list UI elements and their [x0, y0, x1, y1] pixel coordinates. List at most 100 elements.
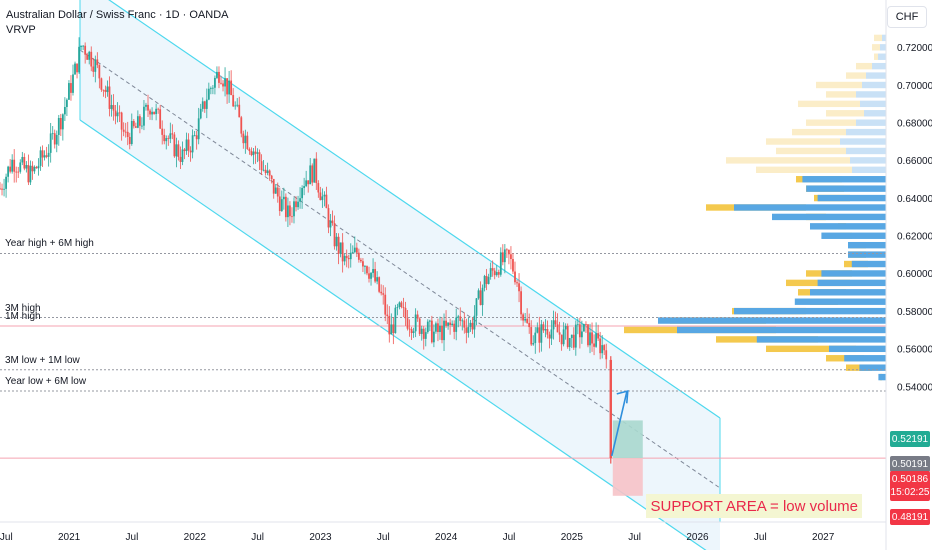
candle-body	[341, 242, 344, 262]
candle-body	[258, 152, 261, 162]
candle-body	[351, 252, 354, 253]
candle-body	[483, 275, 486, 288]
candle-body	[199, 108, 202, 119]
vp-bar-buy	[817, 194, 886, 202]
candle-body	[321, 196, 324, 201]
candle-body	[297, 201, 299, 208]
candle-body	[426, 321, 429, 333]
projection-arrow	[610, 391, 628, 457]
candle-body	[548, 334, 551, 339]
candle-body	[591, 332, 593, 344]
candle-body	[214, 77, 216, 88]
candle-body	[534, 332, 537, 344]
candle-body	[33, 166, 36, 172]
candle-body	[542, 324, 545, 331]
channel-fill	[80, 0, 720, 550]
y-tick-label: 0.54000	[897, 382, 932, 393]
vp-bar-sell	[816, 81, 862, 89]
projection-arrowhead	[616, 389, 629, 404]
candle-body	[439, 325, 441, 333]
level-label: 3M high	[5, 302, 41, 314]
candle-body	[88, 51, 91, 60]
candle-body	[246, 135, 249, 150]
candle-body	[465, 327, 468, 333]
price-tag-red-bottom: 0.48191	[890, 509, 930, 525]
current-price: 0.50186	[891, 474, 929, 485]
candle-body	[232, 95, 235, 107]
candle-body	[98, 65, 101, 79]
candle-body	[31, 165, 34, 172]
level-label: Year high + 6M high	[5, 238, 94, 250]
candle-body	[230, 80, 233, 96]
candle-body	[522, 314, 525, 321]
level-label: Year low + 6M low	[5, 376, 87, 388]
candle-body	[21, 156, 24, 163]
candle-body	[428, 320, 431, 322]
x-tick-label: 2025	[561, 532, 584, 543]
candle-body	[609, 359, 612, 459]
vp-bar-buy	[852, 166, 886, 174]
candle-body	[301, 187, 304, 199]
x-tick-label: Jul	[251, 532, 264, 543]
vp-bar-buy	[862, 81, 886, 89]
candle-body	[157, 108, 160, 110]
price-tag-current: 0.50186 15:02:25	[890, 471, 930, 501]
candle-body	[435, 323, 437, 332]
candle-body	[122, 129, 125, 132]
candle-body	[49, 133, 52, 153]
candle-body	[311, 165, 314, 183]
vp-bar-buy	[756, 336, 886, 343]
candle-body	[518, 283, 520, 292]
candle-body	[485, 275, 488, 284]
candle-body	[82, 45, 85, 47]
candle-body	[250, 151, 253, 156]
candle-body	[35, 166, 38, 169]
vp-bar-buy	[817, 279, 886, 287]
candle-body	[132, 120, 135, 127]
candle-body	[130, 120, 133, 145]
candle-body	[501, 252, 504, 263]
candle-body	[209, 88, 212, 90]
candle-body	[451, 323, 454, 326]
symbol-title[interactable]: Australian Dollar / Swiss Franc · 1D · O…	[6, 9, 229, 21]
candle-body	[473, 315, 476, 330]
vp-bar-buy	[882, 34, 886, 42]
candle-body	[43, 155, 46, 158]
candle-body	[568, 338, 571, 348]
candle-body	[163, 134, 166, 142]
indicator-label[interactable]: VRVP	[6, 24, 36, 36]
vp-bar-buy	[880, 44, 886, 51]
candle-body	[538, 327, 541, 343]
x-tick-label: Jul	[377, 532, 390, 543]
x-tick-label: 2024	[435, 532, 458, 543]
vp-bar-sell	[792, 128, 846, 136]
candle-body	[303, 186, 306, 188]
channel-midline	[79, 49, 721, 489]
candle-body	[540, 324, 543, 343]
candle-body	[165, 138, 168, 142]
vp-bar-buy	[829, 345, 886, 353]
candle-body	[581, 331, 583, 338]
candle-body	[149, 110, 151, 115]
candle-body	[333, 223, 336, 247]
candle-body	[514, 271, 516, 283]
candle-body	[173, 134, 176, 157]
candle-body	[112, 105, 115, 111]
candle-body	[96, 59, 99, 66]
candle-body	[461, 320, 464, 322]
currency-button[interactable]: CHF	[887, 6, 927, 28]
candle-body	[282, 196, 285, 200]
candle-body	[558, 332, 561, 335]
candle-body	[205, 99, 208, 109]
candle-body	[313, 158, 316, 183]
candle-body	[570, 334, 573, 339]
candle-body	[278, 196, 281, 211]
vp-bar-sell	[806, 119, 856, 126]
candle-body	[329, 220, 332, 228]
candle-body	[84, 45, 87, 55]
candle-body	[370, 272, 372, 279]
x-tick-label: Jul	[0, 532, 13, 543]
candle-body	[587, 324, 589, 346]
